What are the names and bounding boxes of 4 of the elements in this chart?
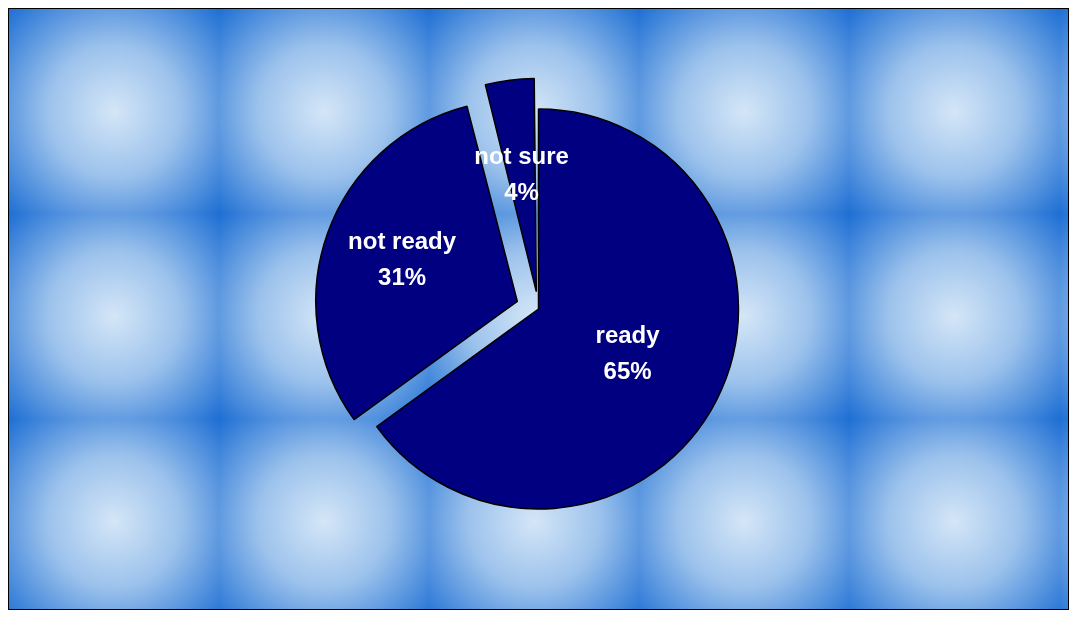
slice-label: not ready [348,226,457,254]
slice-label: ready [595,321,661,349]
data-label: 65% [603,357,652,385]
data-label: 31% [378,262,427,290]
